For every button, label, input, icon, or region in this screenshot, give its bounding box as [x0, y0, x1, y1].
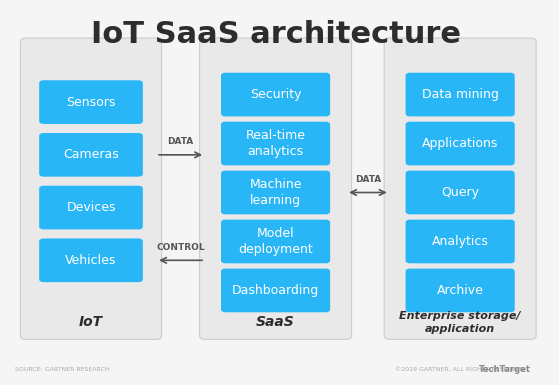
Text: Analytics: Analytics: [432, 235, 489, 248]
Text: Machine
learning: Machine learning: [249, 178, 302, 207]
Text: Security: Security: [250, 88, 301, 101]
FancyBboxPatch shape: [406, 73, 515, 116]
Text: Vehicles: Vehicles: [65, 254, 117, 267]
Text: Query: Query: [441, 186, 479, 199]
Text: DATA: DATA: [168, 137, 194, 146]
FancyBboxPatch shape: [21, 38, 162, 340]
Text: Archive: Archive: [437, 284, 484, 297]
FancyBboxPatch shape: [221, 171, 330, 214]
FancyBboxPatch shape: [39, 238, 143, 282]
Text: SOURCE: GARTNER RESEARCH: SOURCE: GARTNER RESEARCH: [15, 367, 110, 372]
FancyBboxPatch shape: [406, 171, 515, 214]
FancyBboxPatch shape: [200, 38, 352, 340]
FancyBboxPatch shape: [221, 269, 330, 312]
Text: Model
deployment: Model deployment: [238, 227, 313, 256]
FancyBboxPatch shape: [39, 80, 143, 124]
Text: Cameras: Cameras: [63, 148, 119, 161]
Text: Applications: Applications: [422, 137, 498, 150]
FancyBboxPatch shape: [221, 219, 330, 263]
Text: CONTROL: CONTROL: [157, 243, 205, 252]
FancyBboxPatch shape: [221, 73, 330, 116]
Text: Devices: Devices: [67, 201, 116, 214]
FancyBboxPatch shape: [406, 219, 515, 263]
Text: Real-time
analytics: Real-time analytics: [245, 129, 306, 158]
FancyBboxPatch shape: [221, 122, 330, 166]
Text: Dashboarding: Dashboarding: [232, 284, 319, 297]
Text: DATA: DATA: [355, 175, 381, 184]
Text: SaaS: SaaS: [256, 315, 295, 330]
FancyBboxPatch shape: [39, 186, 143, 229]
Text: IoT: IoT: [79, 315, 103, 330]
Text: Enterprise storage/
application: Enterprise storage/ application: [400, 311, 521, 334]
FancyBboxPatch shape: [406, 269, 515, 312]
Text: TechTarget: TechTarget: [479, 365, 530, 374]
Text: ©2019 GARTNER, ALL RIGHTS RESERVED: ©2019 GARTNER, ALL RIGHTS RESERVED: [395, 367, 524, 372]
Text: IoT SaaS architecture: IoT SaaS architecture: [91, 20, 461, 49]
Text: Sensors: Sensors: [67, 95, 116, 109]
FancyBboxPatch shape: [39, 133, 143, 177]
FancyBboxPatch shape: [406, 122, 515, 166]
FancyBboxPatch shape: [384, 38, 536, 340]
Text: Data mining: Data mining: [421, 88, 499, 101]
